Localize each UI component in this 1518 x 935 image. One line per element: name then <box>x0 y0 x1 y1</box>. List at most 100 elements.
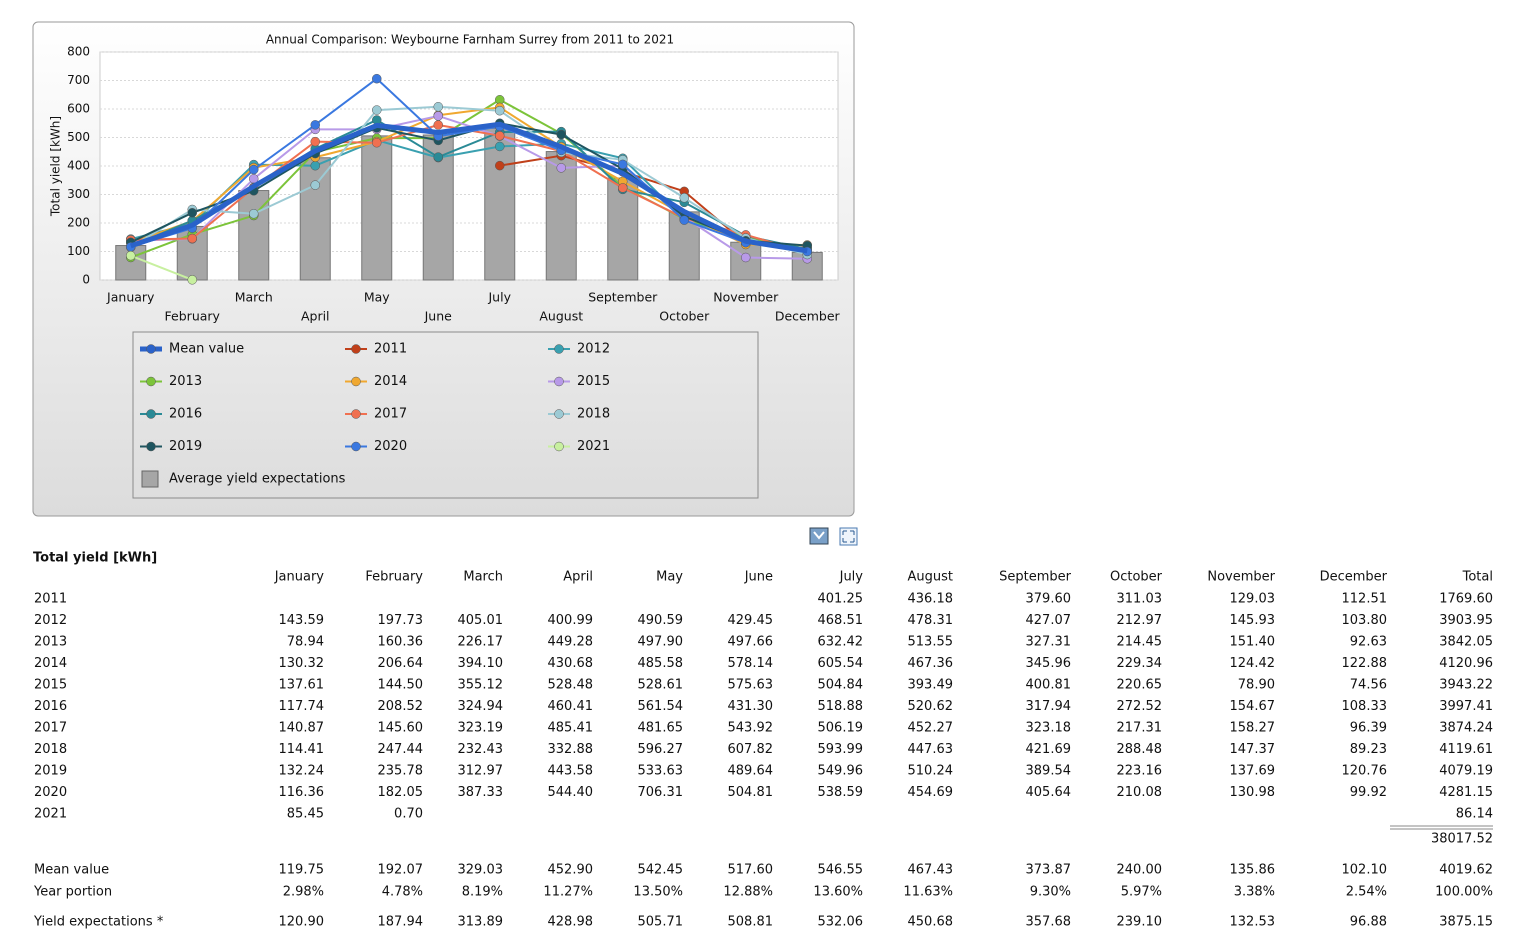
point <box>618 183 628 193</box>
row-total: 86.14 <box>1456 807 1493 822</box>
row-label: 2015 <box>34 678 67 693</box>
table-cell: 497.90 <box>638 635 684 650</box>
table-cell: 240.00 <box>1117 863 1163 878</box>
table-cell: 4.78% <box>382 885 423 900</box>
row-total: 3874.24 <box>1439 721 1493 736</box>
legend-label: 2015 <box>577 374 610 389</box>
row-label: 2011 <box>34 592 67 607</box>
row-label: 2018 <box>34 742 67 757</box>
column-header: July <box>839 570 864 585</box>
table-cell: 427.07 <box>1026 613 1072 628</box>
table-cell: 214.45 <box>1117 635 1163 650</box>
table-cell: 120.76 <box>1342 764 1388 779</box>
table-cell: 140.87 <box>279 721 325 736</box>
table-cell: 145.60 <box>378 721 424 736</box>
legend-label: 2012 <box>577 342 610 357</box>
fullscreen-icon[interactable] <box>839 527 858 546</box>
row-total: 4119.61 <box>1439 742 1493 757</box>
table-cell: 632.42 <box>818 635 864 650</box>
table-cell: 546.55 <box>818 863 864 878</box>
row-label: 2021 <box>34 807 67 822</box>
table-cell: 312.97 <box>458 764 504 779</box>
table-cell: 528.61 <box>638 678 684 693</box>
table-cell: 504.84 <box>818 678 864 693</box>
table-cell: 405.01 <box>458 613 504 628</box>
table-cell: 112.51 <box>1342 592 1388 607</box>
table-cell: 468.51 <box>818 613 864 628</box>
row-label: 2012 <box>34 613 67 628</box>
table-cell: 506.19 <box>818 721 864 736</box>
column-header: April <box>563 570 593 585</box>
table-cell: 130.32 <box>279 656 325 671</box>
legend-label: 2014 <box>374 374 407 389</box>
legend-marker <box>351 376 361 387</box>
table-cell: 393.49 <box>908 678 954 693</box>
table-cell: 132.24 <box>279 764 325 779</box>
table-cell: 247.44 <box>378 742 424 757</box>
row-label: Year portion <box>33 885 112 900</box>
row-total: 3842.05 <box>1439 635 1493 650</box>
table-cell: 160.36 <box>378 635 424 650</box>
point <box>187 208 197 218</box>
table-cell: 450.68 <box>908 915 954 930</box>
table-cell: 596.27 <box>638 742 684 757</box>
table-cell: 129.03 <box>1230 592 1276 607</box>
table-cell: 288.48 <box>1117 742 1163 757</box>
row-label: 2014 <box>34 656 67 671</box>
table-cell: 467.36 <box>908 656 954 671</box>
x-tick-label: December <box>775 309 841 324</box>
table-cell: 518.88 <box>818 699 864 714</box>
column-header: Total <box>1462 570 1493 585</box>
legend-marker <box>146 376 156 387</box>
table-cell: 454.69 <box>908 785 954 800</box>
table-cell: 436.18 <box>908 592 954 607</box>
row-total: 100.00% <box>1435 885 1493 900</box>
table-cell: 443.58 <box>548 764 594 779</box>
bar <box>484 127 516 281</box>
legend-label: 2017 <box>374 407 407 422</box>
table-cell: 226.17 <box>458 635 504 650</box>
table-cell: 317.94 <box>1026 699 1072 714</box>
x-tick-label: July <box>488 290 512 305</box>
legend-marker <box>351 409 361 419</box>
row-total: 3875.15 <box>1439 915 1493 930</box>
table-cell: 543.92 <box>728 721 774 736</box>
x-tick-label: May <box>364 290 390 305</box>
table-cell: 373.87 <box>1026 863 1072 878</box>
table-cell: 85.45 <box>287 807 324 822</box>
point <box>495 160 505 171</box>
table-cell: 217.31 <box>1117 721 1163 736</box>
table-cell: 430.68 <box>548 656 594 671</box>
table-cell: 116.36 <box>279 785 325 800</box>
column-header: October <box>1110 570 1163 585</box>
point <box>372 105 382 115</box>
legend-marker <box>351 441 361 452</box>
legend-label: 2016 <box>169 407 202 422</box>
table-cell: 460.41 <box>548 699 594 714</box>
legend-label: 2021 <box>577 439 610 454</box>
legend-marker <box>554 344 564 354</box>
table-cell: 394.10 <box>458 656 504 671</box>
bar <box>299 157 331 281</box>
legend-marker <box>146 409 156 419</box>
y-tick-label: 400 <box>67 159 90 173</box>
legend-marker <box>554 441 564 452</box>
point <box>433 152 443 162</box>
table-cell: 447.63 <box>908 742 954 757</box>
table-cell: 605.54 <box>818 656 864 671</box>
export-icon[interactable] <box>809 527 829 545</box>
row-label: Yield expectations * <box>33 915 164 930</box>
chart-title: Annual Comparison: Weybourne Farnham Sur… <box>266 33 674 47</box>
table-cell: 229.34 <box>1117 656 1163 671</box>
row-total: 4019.62 <box>1439 863 1493 878</box>
table-cell: 389.54 <box>1026 764 1072 779</box>
row-label: 2017 <box>34 721 67 736</box>
bar <box>607 177 639 281</box>
point <box>249 209 259 219</box>
table-cell: 13.50% <box>633 885 683 900</box>
table-cell: 542.45 <box>638 863 684 878</box>
table-cell: 575.63 <box>728 678 774 693</box>
point <box>741 252 751 263</box>
table-cell: 143.59 <box>279 613 325 628</box>
point <box>310 160 320 171</box>
